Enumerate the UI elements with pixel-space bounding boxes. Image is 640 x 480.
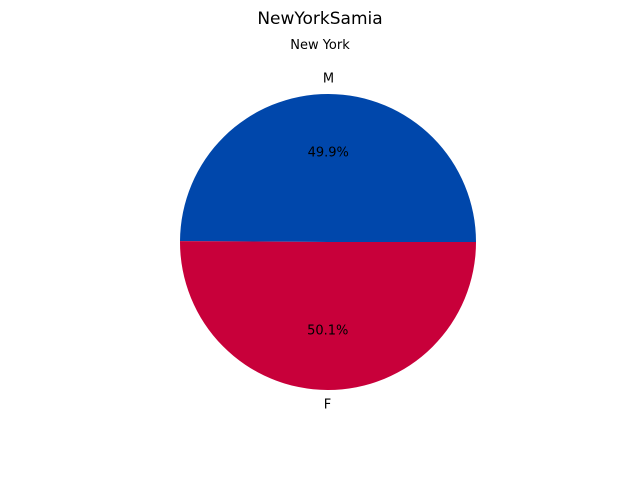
- pie-slice-m: [180, 93, 477, 242]
- pie-slice-f: [180, 241, 476, 390]
- chart-title: NewYorkSamia: [257, 9, 382, 29]
- chart-subtitle: New York: [290, 38, 350, 53]
- slice-label-f: F: [324, 397, 331, 412]
- pct-label-m: 49.9%: [308, 146, 349, 161]
- pie-labels: M 49.9% F 50.1%: [307, 72, 349, 413]
- slice-label-m: M: [323, 72, 334, 87]
- pct-label-f: 50.1%: [307, 323, 348, 338]
- pie-slices: [180, 93, 477, 390]
